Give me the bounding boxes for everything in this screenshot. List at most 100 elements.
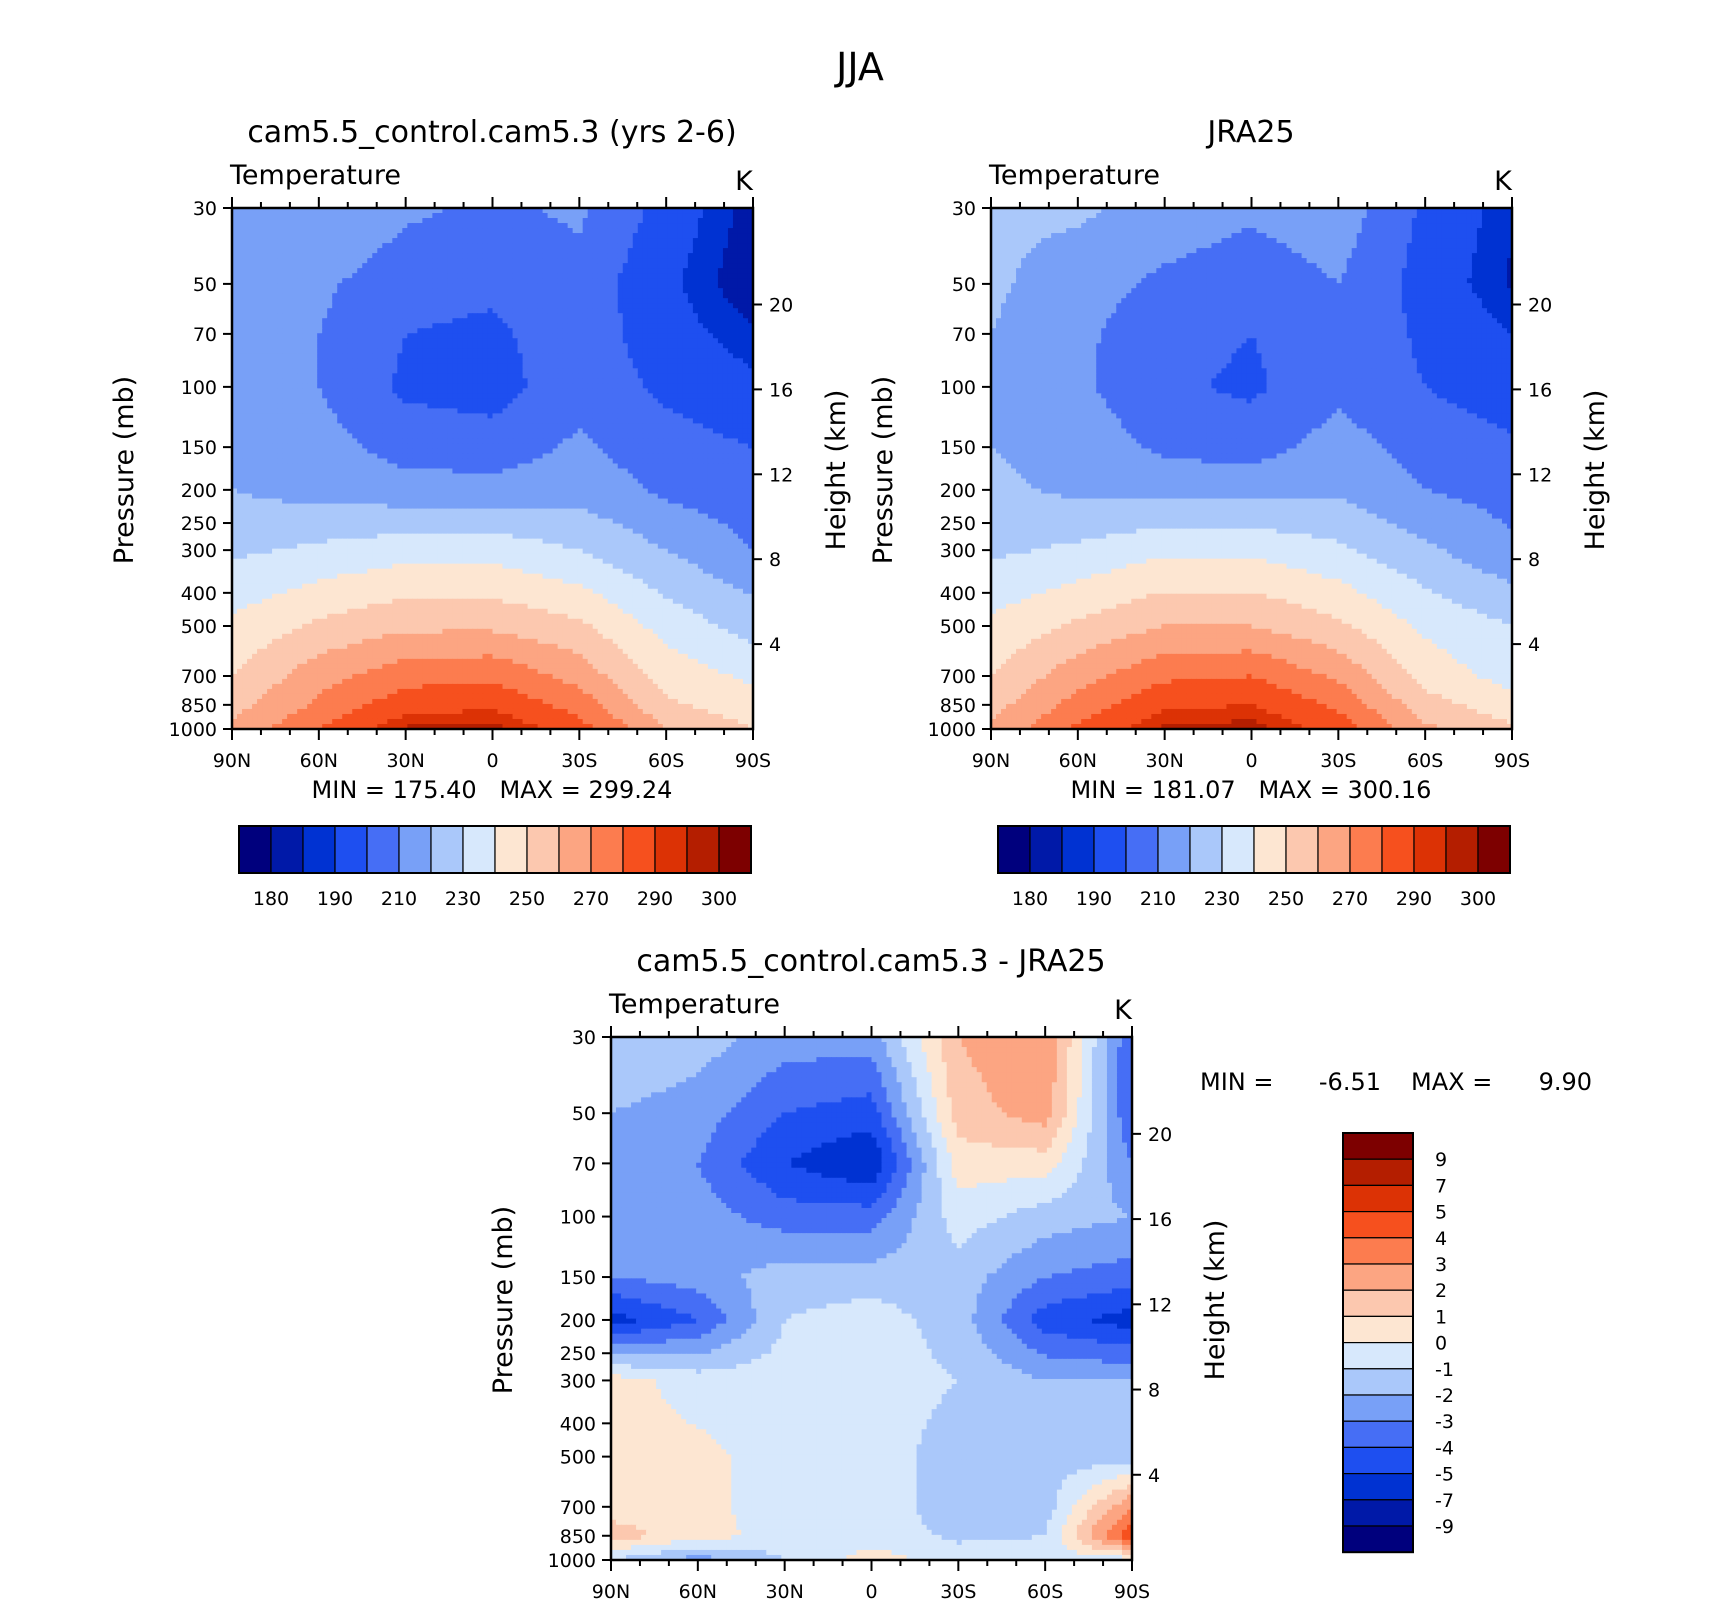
field-cell <box>712 423 719 430</box>
field-cell <box>542 248 549 254</box>
field-cell <box>632 318 639 324</box>
field-cell <box>417 398 423 404</box>
field-cell <box>662 248 669 254</box>
field-cell <box>282 278 288 284</box>
field-cell <box>637 318 644 324</box>
field-cell <box>637 418 644 425</box>
field-cell <box>487 298 494 304</box>
field-cell <box>282 298 288 304</box>
field-cell <box>717 363 724 369</box>
field-cell <box>737 293 744 299</box>
field-cell <box>542 413 549 419</box>
field-cell <box>317 378 323 384</box>
field-cell <box>497 403 504 409</box>
field-cell <box>667 383 674 389</box>
field-cell <box>497 363 504 369</box>
field-cell <box>617 388 624 394</box>
field-cell <box>507 243 514 249</box>
field-cell <box>587 348 594 354</box>
field-cell <box>467 298 474 304</box>
field-cell <box>587 278 594 284</box>
field-cell <box>542 428 549 435</box>
field-cell <box>237 238 243 244</box>
field-cell <box>552 303 559 309</box>
field-cell <box>407 383 413 389</box>
field-cell <box>567 388 574 394</box>
field-cell <box>422 213 428 219</box>
field-cell <box>542 408 549 414</box>
field-cell <box>602 228 609 234</box>
field-cell <box>407 303 413 309</box>
field-cell <box>627 293 634 299</box>
field-cell <box>667 428 674 435</box>
field-cell <box>747 273 753 279</box>
field-cell <box>347 338 353 344</box>
field-cell <box>497 238 504 244</box>
field-cell <box>512 348 519 354</box>
field-cell <box>727 438 734 445</box>
field-cell <box>347 293 353 299</box>
field-cell <box>257 433 263 440</box>
field-cell <box>522 273 529 279</box>
field-cell <box>362 298 368 304</box>
field-cell <box>607 338 614 344</box>
field-cell <box>267 248 273 254</box>
field-cell <box>242 433 248 440</box>
field-cell <box>417 213 423 219</box>
field-cell <box>622 348 629 354</box>
field-cell <box>282 418 288 425</box>
field-cell <box>457 328 464 334</box>
field-cell <box>442 428 449 435</box>
field-cell <box>232 293 238 299</box>
field-cell <box>647 308 654 314</box>
field-cell <box>537 378 544 384</box>
field-cell <box>382 393 388 399</box>
field-cell <box>672 318 679 324</box>
field-cell <box>592 233 599 239</box>
field-cell <box>587 328 594 334</box>
field-cell <box>237 388 243 394</box>
field-cell <box>372 253 378 259</box>
field-cell <box>402 388 408 394</box>
field-cell <box>247 288 253 294</box>
field-cell <box>327 403 333 409</box>
field-cell <box>712 443 719 450</box>
field-cell <box>697 223 704 229</box>
field-cell <box>602 383 609 389</box>
field-cell <box>542 233 549 239</box>
field-cell <box>297 313 303 319</box>
field-cell <box>407 218 413 224</box>
field-cell <box>262 243 268 249</box>
field-cell <box>527 443 534 450</box>
field-cell <box>677 283 684 289</box>
field-cell <box>697 388 704 394</box>
field-cell <box>687 363 694 369</box>
field-cell <box>512 433 519 440</box>
field-cell <box>617 348 624 354</box>
field-cell <box>732 418 739 425</box>
field-cell <box>332 443 338 450</box>
field-cell <box>672 283 679 289</box>
field-cell <box>432 243 438 249</box>
field-cell <box>552 253 559 259</box>
field-cell <box>317 403 323 409</box>
field-cell <box>487 248 494 254</box>
field-cell <box>717 208 724 214</box>
field-cell <box>572 328 579 334</box>
field-cell <box>282 263 288 269</box>
field-cell <box>287 388 293 394</box>
field-cell <box>717 383 724 389</box>
field-cell <box>657 343 664 349</box>
field-cell <box>382 418 388 425</box>
field-cell <box>572 428 579 435</box>
field-cell <box>237 338 243 344</box>
field-cell <box>302 238 308 244</box>
field-cell <box>552 298 559 304</box>
field-cell <box>692 318 699 324</box>
field-cell <box>422 308 428 314</box>
field-cell <box>617 433 624 440</box>
field-cell <box>252 258 258 264</box>
field-cell <box>567 258 574 264</box>
field-cell <box>682 358 689 364</box>
field-cell <box>682 313 689 319</box>
